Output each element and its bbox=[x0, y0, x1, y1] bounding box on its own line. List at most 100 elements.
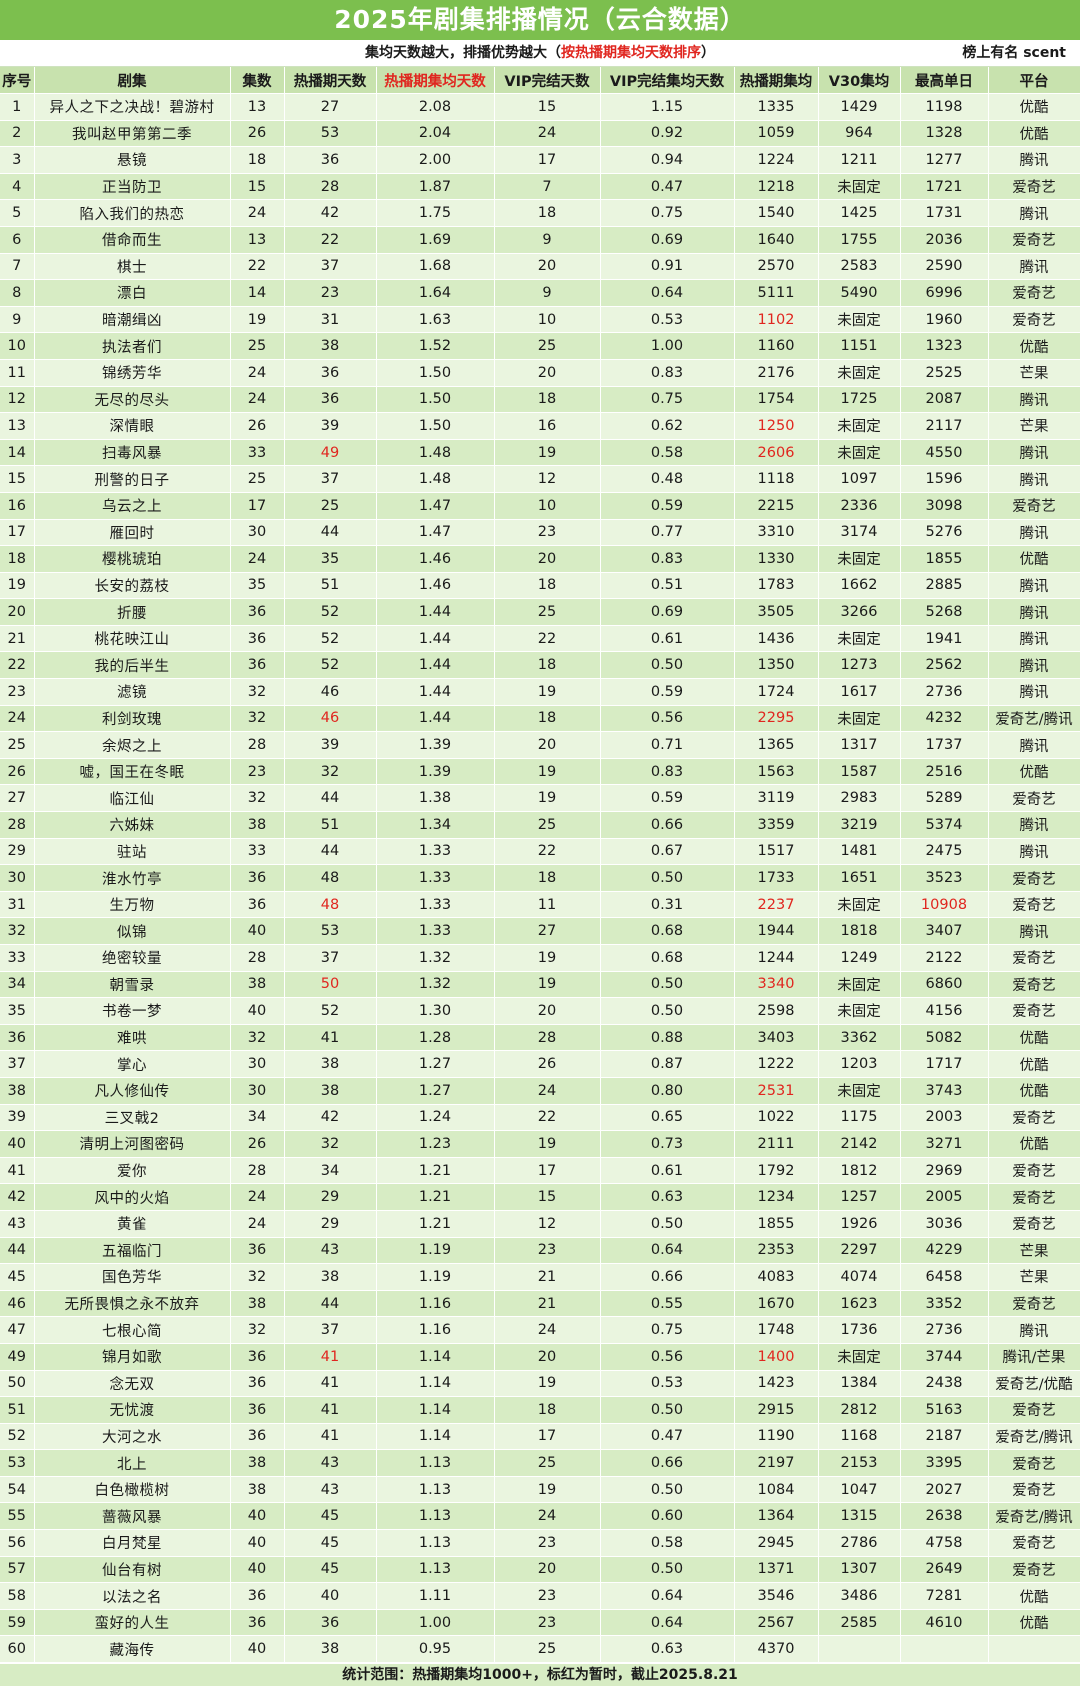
table-cell: 4370 bbox=[734, 1635, 819, 1664]
table-cell: 芒果 bbox=[988, 412, 1080, 440]
table-cell: 1203 bbox=[818, 1050, 901, 1078]
table-cell: 44 bbox=[284, 519, 377, 547]
table-cell: 0.50 bbox=[600, 997, 735, 1025]
table-cell: 51 bbox=[284, 811, 377, 839]
table-cell: 37 bbox=[284, 465, 377, 493]
table-cell: 1350 bbox=[734, 651, 819, 680]
table-cell: 1.16 bbox=[376, 1316, 495, 1344]
table-cell: 未固定 bbox=[818, 439, 901, 467]
table-cell: 43 bbox=[284, 1449, 377, 1477]
table-cell: 36 bbox=[230, 891, 285, 919]
table-cell: 2 bbox=[0, 120, 35, 148]
table-cell: 29 bbox=[284, 1183, 377, 1211]
table-cell: 32 bbox=[284, 758, 377, 786]
table-cell: 2736 bbox=[900, 1316, 989, 1344]
column-header: VIP完结集均天数 bbox=[600, 67, 735, 94]
drama-name-cell: 漂白 bbox=[34, 279, 231, 307]
drama-name-cell: 樱桃琥珀 bbox=[34, 545, 231, 573]
table-cell: 20 bbox=[0, 598, 35, 626]
subtitle: 集均天数越大，排播优势越大（按热播期集均天数排序） bbox=[0, 40, 1080, 66]
table-cell: 45 bbox=[0, 1263, 35, 1291]
table-cell: 10 bbox=[494, 306, 601, 334]
table-row: 26 嘘，国王在冬眠 23 32 1.39 19 0.83 1563 1587 2516 优酷 bbox=[0, 758, 1080, 786]
table-cell: 1.30 bbox=[376, 997, 495, 1025]
table-cell: 爱奇艺 bbox=[988, 1449, 1080, 1477]
table-cell: 33 bbox=[230, 838, 285, 866]
table-cell: 0.50 bbox=[600, 971, 735, 999]
table-cell: 2036 bbox=[900, 226, 989, 254]
drama-name-cell: 掌心 bbox=[34, 1050, 231, 1078]
table-cell: 26 bbox=[494, 1050, 601, 1078]
table-cell: 44 bbox=[284, 838, 377, 866]
drama-name-cell: 绝密较量 bbox=[34, 944, 231, 972]
table-cell: 0.66 bbox=[600, 811, 735, 839]
table-cell bbox=[988, 1635, 1080, 1664]
table-cell: 42 bbox=[284, 1104, 377, 1132]
table-cell: 0.73 bbox=[600, 1130, 735, 1158]
table-row: 25 余烬之上 28 39 1.39 20 0.71 1365 1317 1737 腾讯 bbox=[0, 731, 1080, 759]
table-cell: 25 bbox=[230, 465, 285, 493]
table-cell: 51 bbox=[0, 1396, 35, 1424]
table-cell: 爱奇艺 bbox=[988, 1157, 1080, 1185]
table-cell: 1.13 bbox=[376, 1529, 495, 1557]
table-cell: 2945 bbox=[734, 1529, 819, 1557]
table-cell: 1670 bbox=[734, 1290, 819, 1318]
table-cell: 1118 bbox=[734, 465, 819, 493]
table-cell: 36 bbox=[230, 598, 285, 626]
table-cell bbox=[900, 1635, 989, 1664]
table-cell: 0.63 bbox=[600, 1635, 735, 1664]
table-cell: 3352 bbox=[900, 1290, 989, 1318]
table-cell: 16 bbox=[0, 492, 35, 520]
table-cell: 爱奇艺 bbox=[988, 891, 1080, 919]
table-cell: 0.64 bbox=[600, 1237, 735, 1265]
drama-name-cell: 大河之水 bbox=[34, 1423, 231, 1451]
table-cell: 18 bbox=[494, 199, 601, 227]
table-cell: 1.19 bbox=[376, 1237, 495, 1265]
drama-name-cell: 正当防卫 bbox=[34, 173, 231, 201]
table-cell: 0.63 bbox=[600, 1183, 735, 1211]
table-cell: 38 bbox=[284, 1050, 377, 1078]
table-row: 31 生万物 36 48 1.33 11 0.31 2237 未固定 10908 爱奇艺 bbox=[0, 891, 1080, 919]
drama-name-cell: 余烬之上 bbox=[34, 731, 231, 759]
table-cell: 46 bbox=[284, 705, 377, 733]
drama-name-cell: 桃花映江山 bbox=[34, 625, 231, 653]
table-cell: 3 bbox=[0, 146, 35, 174]
table-row: 35 书卷一梦 40 52 1.30 20 0.50 2598 未固定 4156 爱奇艺 bbox=[0, 997, 1080, 1025]
table-cell: 25 bbox=[230, 332, 285, 360]
table-cell: 4229 bbox=[900, 1237, 989, 1265]
table-cell: 1717 bbox=[900, 1050, 989, 1078]
table-cell: 37 bbox=[284, 253, 377, 281]
drama-name-cell: 白月梵星 bbox=[34, 1529, 231, 1557]
table-cell: 19 bbox=[230, 306, 285, 334]
table-cell: 3403 bbox=[734, 1024, 819, 1052]
table-cell: 2606 bbox=[734, 439, 819, 467]
table-row: 14 扫毒风暴 33 49 1.48 19 0.58 2606 未固定 4550 腾讯 bbox=[0, 439, 1080, 467]
table-row: 27 临江仙 32 44 1.38 19 0.59 3119 2983 5289 爱奇艺 bbox=[0, 784, 1080, 813]
table-cell: 1818 bbox=[818, 917, 901, 945]
table-cell: 21 bbox=[0, 625, 35, 653]
table-row: 32 似锦 40 53 1.33 27 0.68 1944 1818 3407 腾讯 bbox=[0, 917, 1080, 945]
table-row: 19 长安的荔枝 35 51 1.46 18 0.51 1783 1662 2885 腾讯 bbox=[0, 572, 1080, 600]
table-cell: 优酷 bbox=[988, 1609, 1080, 1637]
table-cell: 9 bbox=[494, 226, 601, 254]
table-row: 30 淮水竹亭 36 48 1.33 18 0.50 1733 1651 3523 爱奇艺 bbox=[0, 864, 1080, 892]
table-cell: 41 bbox=[284, 1343, 377, 1371]
table-cell: 0.58 bbox=[600, 439, 735, 467]
drama-name-cell: 淮水竹亭 bbox=[34, 864, 231, 892]
table-cell: 48 bbox=[284, 864, 377, 892]
table-cell: 优酷 bbox=[988, 1130, 1080, 1158]
drama-name-cell: 七根心简 bbox=[34, 1316, 231, 1344]
drama-name-cell: 悬镜 bbox=[34, 146, 231, 174]
table-cell: 7281 bbox=[900, 1582, 989, 1610]
table-row: 4 正当防卫 15 28 1.87 7 0.47 1218 未固定 1721 爱奇艺 bbox=[0, 173, 1080, 201]
table-cell: 56 bbox=[0, 1529, 35, 1557]
table-cell: 35 bbox=[230, 572, 285, 600]
table-header-row: 序号 剧集 集数 热播期天数 热播期集均天数 VIP完结天数 VIP完结集均天数 热播期集均 V… bbox=[0, 67, 1080, 94]
table-row: 53 北上 38 43 1.13 25 0.66 2197 2153 3395 爱奇艺 bbox=[0, 1449, 1080, 1477]
table-cell: 28 bbox=[230, 731, 285, 759]
table-cell: 52 bbox=[284, 598, 377, 626]
table-cell: 1748 bbox=[734, 1316, 819, 1344]
table-cell: 3219 bbox=[818, 811, 901, 839]
table-row: 56 白月梵星 40 45 1.13 23 0.58 2945 2786 4758 爱奇艺 bbox=[0, 1529, 1080, 1557]
table-cell: 1617 bbox=[818, 678, 901, 706]
